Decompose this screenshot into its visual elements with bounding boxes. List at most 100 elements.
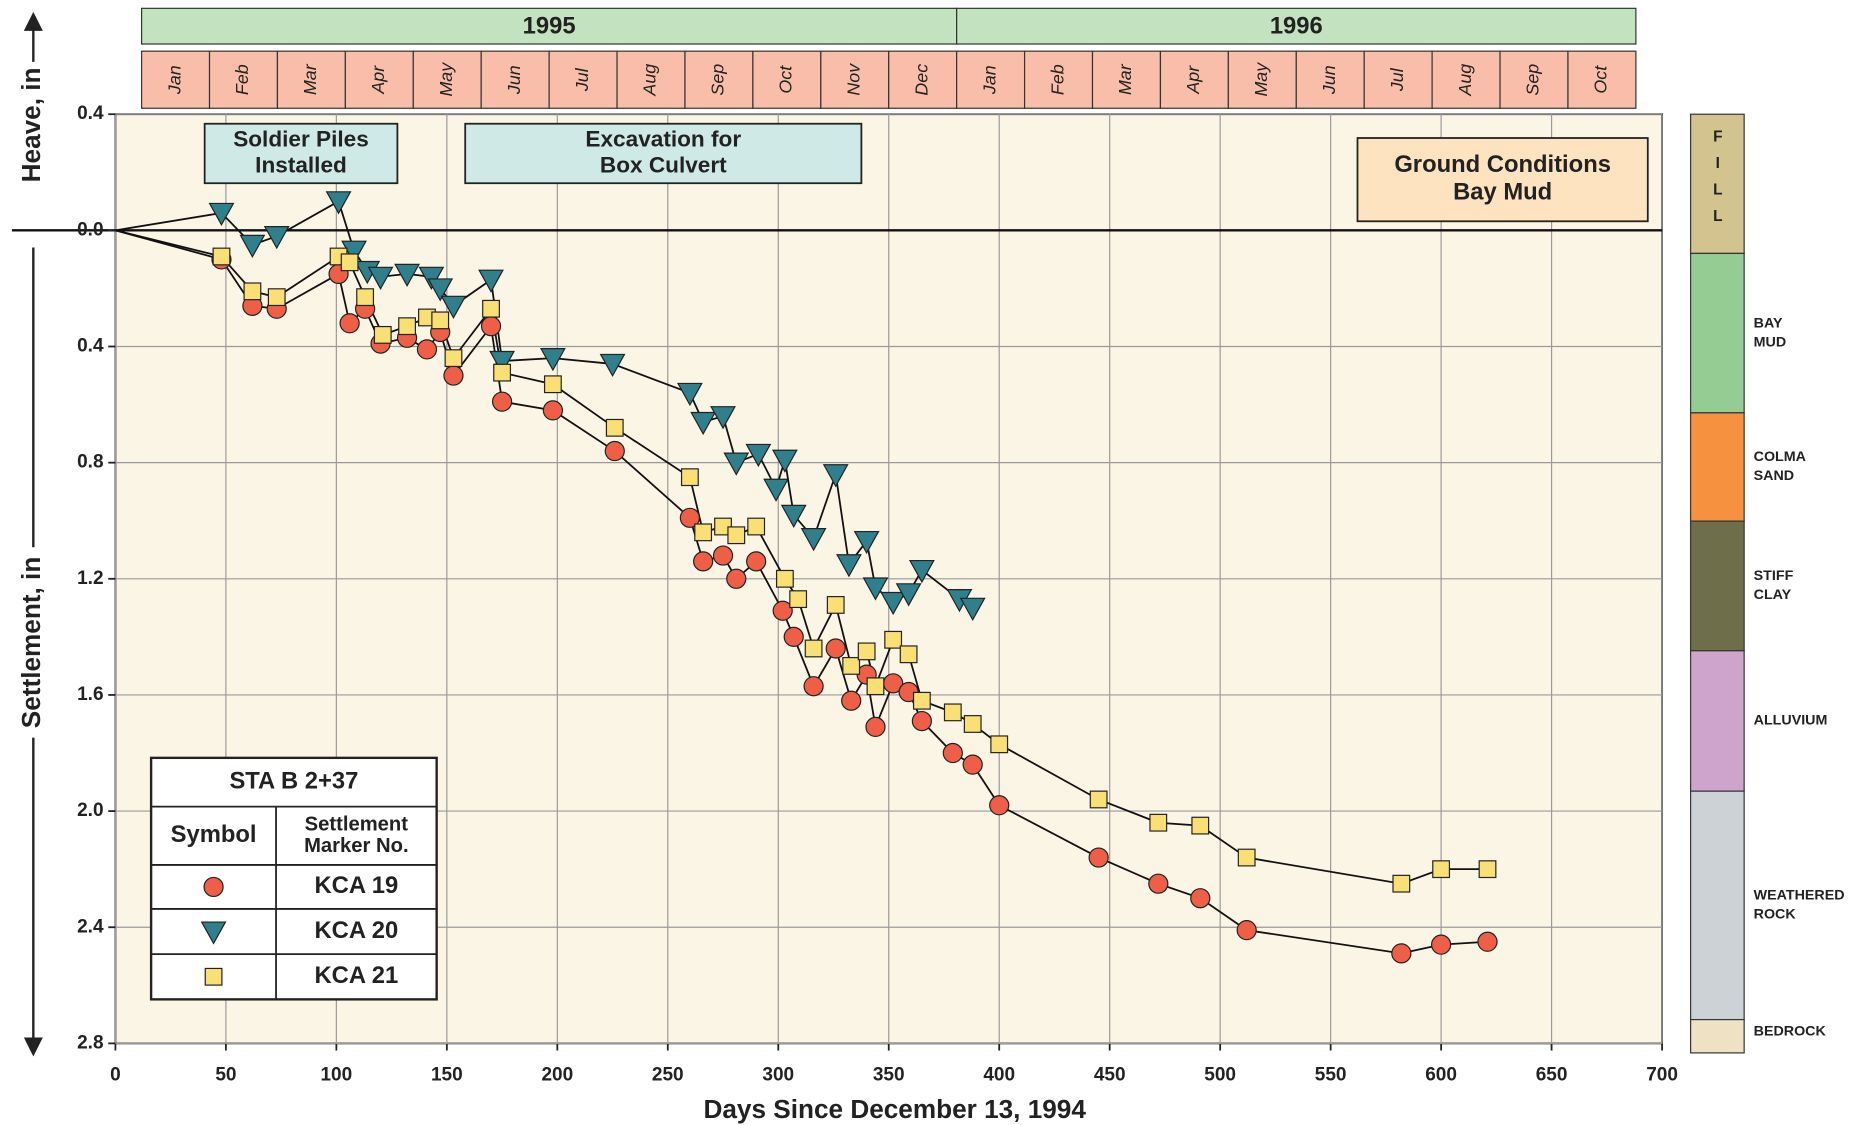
marker: [367, 266, 394, 290]
y-tick-label: 2.8: [77, 1032, 103, 1053]
soil-layer: [1690, 412, 1745, 522]
marker: [1191, 816, 1210, 835]
x-tick-label: 100: [321, 1065, 353, 1086]
month-label: Oct: [776, 65, 796, 94]
month-label: Jun: [1319, 65, 1339, 95]
month-cell: [1567, 50, 1637, 109]
marker: [963, 715, 982, 733]
y-axis-label-up: Heave, in: [16, 67, 46, 182]
marker: [783, 626, 804, 647]
marker: [800, 528, 827, 552]
marker: [605, 418, 624, 437]
x-tick-label: 150: [431, 1065, 463, 1086]
marker: [862, 577, 889, 601]
marker: [341, 240, 367, 264]
soil-layer: [1690, 790, 1745, 1021]
marker: [398, 317, 416, 336]
month-label: Nov: [843, 63, 863, 96]
marker: [884, 630, 903, 649]
marker: [394, 263, 420, 288]
year-label: 1995: [523, 13, 576, 40]
soil-layer: [1690, 1018, 1745, 1054]
marker: [942, 742, 963, 764]
y-tick-label: 2.0: [77, 800, 103, 821]
month-cell: [684, 50, 754, 109]
marker: [865, 716, 886, 737]
x-tick-label: 400: [983, 1065, 1015, 1086]
marker: [416, 339, 438, 360]
marker: [478, 269, 504, 293]
month-cell: [752, 50, 822, 109]
legend-title: STA B 2+37: [229, 768, 358, 795]
month-cell: [1023, 50, 1094, 109]
marker: [693, 551, 714, 572]
soil-label: WEATHERED: [1754, 888, 1845, 904]
marker: [339, 313, 360, 334]
month-label: Jan: [164, 65, 184, 95]
marker: [841, 690, 862, 711]
marker: [853, 530, 880, 555]
month-cell: [1091, 50, 1162, 109]
marker: [789, 590, 808, 609]
month-label: Aug: [640, 64, 660, 97]
marker: [440, 295, 467, 319]
marker: [990, 735, 1009, 754]
soil-layer: [1690, 252, 1745, 414]
marker: [825, 638, 846, 659]
marker: [857, 642, 876, 661]
marker: [772, 600, 793, 621]
month-label: Sep: [708, 64, 728, 96]
month-label: Mar: [300, 63, 320, 95]
month-cell: [1295, 50, 1365, 109]
marker: [491, 391, 513, 412]
marker: [599, 353, 626, 378]
month-cell: [1363, 50, 1433, 109]
month-label: Feb: [232, 64, 252, 95]
annotation-box: [203, 122, 399, 185]
x-tick-label: 550: [1315, 1065, 1347, 1086]
marker: [899, 645, 918, 664]
marker: [493, 363, 512, 382]
annotation-text: Bay Mud: [1453, 179, 1552, 206]
x-tick-label: 300: [762, 1065, 794, 1086]
soil-label: BEDROCK: [1754, 1023, 1827, 1039]
month-label: Feb: [1047, 64, 1067, 95]
marker: [1236, 920, 1257, 941]
year-cell: [956, 7, 1637, 45]
month-label: Jul: [1387, 67, 1407, 92]
marker: [1190, 888, 1211, 909]
month-label: Aug: [1455, 64, 1475, 97]
marker: [723, 452, 750, 476]
month-cell: [1499, 50, 1569, 109]
x-tick-label: 700: [1646, 1065, 1678, 1086]
marker: [1088, 847, 1109, 868]
month-label: Mar: [1115, 63, 1135, 95]
marker: [746, 551, 767, 572]
legend-symbol: [200, 921, 227, 945]
month-label: Apr: [1183, 65, 1203, 95]
legend-header: Marker No.: [304, 835, 408, 857]
soil-label: ALLUVIUM: [1754, 713, 1828, 729]
marker: [880, 591, 907, 616]
marker: [712, 545, 734, 566]
marker: [727, 526, 746, 545]
year-label: 1996: [1270, 13, 1323, 40]
marker: [604, 440, 625, 462]
soil-label: ROCK: [1754, 907, 1797, 923]
marker: [542, 400, 564, 421]
marker: [943, 703, 962, 722]
x-tick-label: 200: [541, 1065, 573, 1086]
x-tick-label: 250: [652, 1065, 684, 1086]
year-cell: [140, 7, 958, 45]
month-cell: [956, 50, 1026, 109]
soil-label: BAY: [1754, 315, 1783, 331]
month-cell: [344, 50, 414, 109]
legend-symbol: [204, 967, 223, 986]
y-tick-label: 0.4: [77, 336, 104, 357]
marker: [962, 754, 983, 775]
marker: [1148, 873, 1169, 894]
marker: [444, 349, 463, 368]
month-cell: [820, 50, 890, 109]
marker: [1391, 943, 1412, 964]
